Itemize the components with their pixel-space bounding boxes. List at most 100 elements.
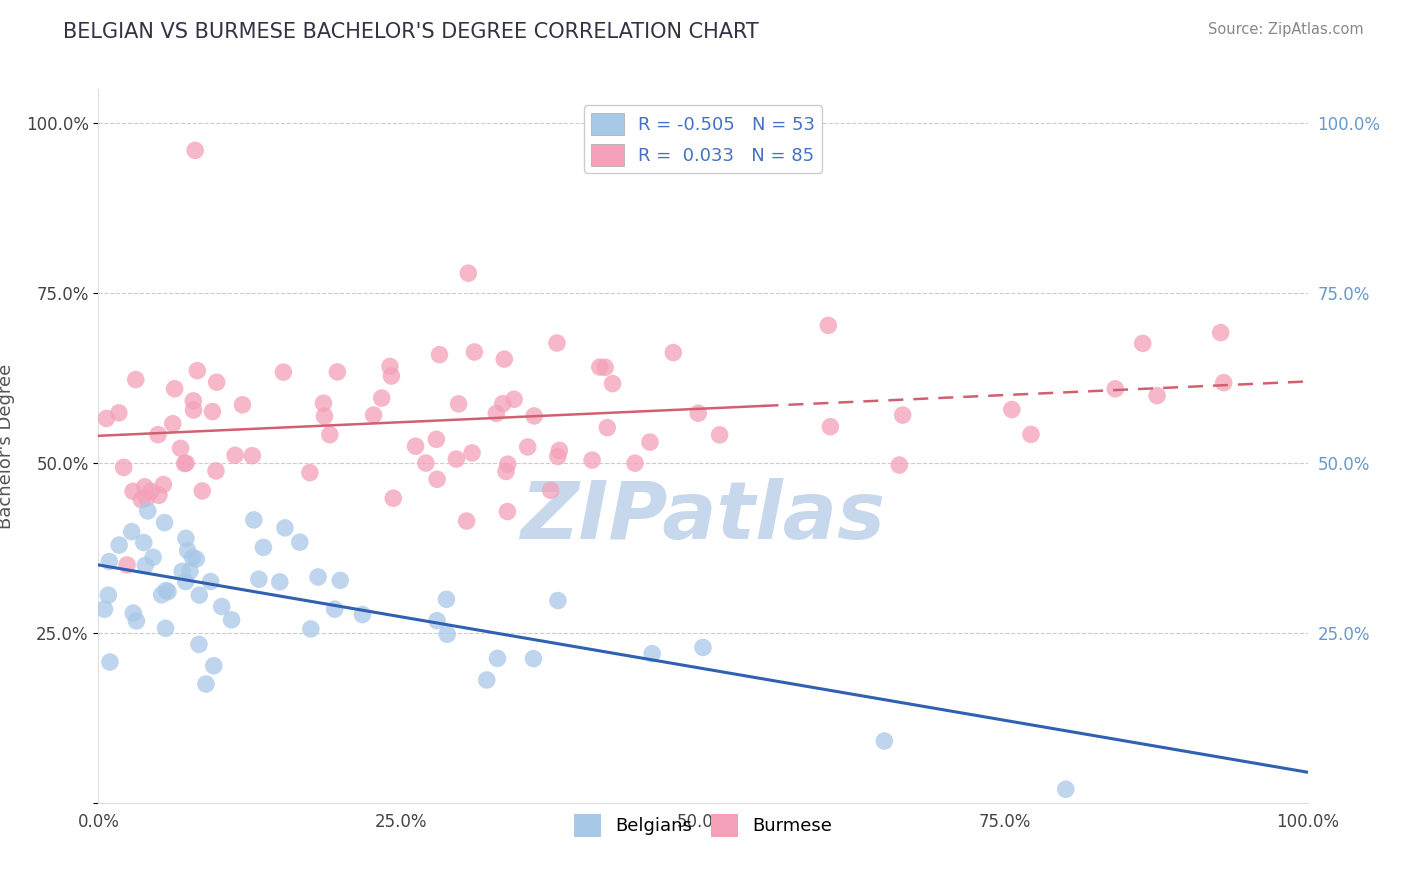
Point: [602, 376, 624, 391]
Point: [179, 564, 201, 578]
Point: [134, 480, 156, 494]
Point: [382, 491, 405, 506]
Point: [146, 427, 169, 442]
Point: [173, 457, 195, 471]
Point: [581, 453, 603, 467]
Point: [820, 419, 842, 434]
Point: [1132, 336, 1154, 351]
Point: [122, 484, 145, 499]
Point: [546, 336, 568, 351]
Point: [363, 408, 385, 422]
Point: [370, 391, 392, 405]
Point: [98, 554, 121, 568]
Point: [93, 602, 115, 616]
Point: [429, 348, 451, 362]
Point: [307, 570, 329, 584]
Point: [494, 352, 516, 367]
Point: [200, 574, 222, 589]
Point: [211, 599, 233, 614]
Point: [181, 550, 204, 565]
Point: [125, 373, 148, 387]
Point: [624, 456, 647, 470]
Point: [162, 417, 184, 431]
Point: [96, 411, 118, 425]
Point: [461, 446, 484, 460]
Text: ZIPatlas: ZIPatlas: [520, 478, 886, 557]
Point: [163, 382, 186, 396]
Point: [136, 504, 159, 518]
Point: [172, 564, 194, 578]
Point: [312, 396, 335, 410]
Point: [184, 144, 207, 158]
Point: [475, 673, 498, 687]
Point: [1054, 782, 1077, 797]
Point: [688, 406, 710, 420]
Point: [463, 345, 485, 359]
Point: [288, 535, 311, 549]
Point: [188, 637, 211, 651]
Point: [548, 443, 571, 458]
Point: [152, 477, 174, 491]
Point: [547, 450, 569, 464]
Point: [181, 393, 204, 408]
Point: [329, 574, 352, 588]
Point: [1019, 427, 1042, 442]
Point: [496, 504, 519, 518]
Point: [169, 442, 191, 456]
Point: [174, 456, 197, 470]
Point: [692, 640, 714, 655]
Point: [240, 449, 263, 463]
Point: [131, 492, 153, 507]
Point: [323, 602, 346, 616]
Point: [1212, 376, 1234, 390]
Point: [174, 574, 197, 589]
Point: [641, 647, 664, 661]
Point: [97, 588, 120, 602]
Point: [522, 651, 544, 665]
Point: [516, 440, 538, 454]
Point: [457, 266, 479, 280]
Point: [112, 460, 135, 475]
Point: [274, 521, 297, 535]
Point: [638, 435, 661, 450]
Point: [122, 606, 145, 620]
Point: [873, 734, 896, 748]
Point: [115, 558, 138, 572]
Point: [273, 365, 295, 379]
Point: [456, 514, 478, 528]
Point: [523, 409, 546, 423]
Point: [503, 392, 526, 407]
Point: [426, 614, 449, 628]
Point: [817, 318, 839, 333]
Point: [415, 456, 437, 470]
Point: [496, 457, 519, 471]
Point: [221, 613, 243, 627]
Point: [662, 345, 685, 359]
Point: [495, 465, 517, 479]
Point: [186, 552, 208, 566]
Point: [298, 466, 321, 480]
Point: [446, 452, 468, 467]
Point: [205, 376, 228, 390]
Point: [153, 516, 176, 530]
Point: [125, 614, 148, 628]
Point: [108, 406, 131, 420]
Point: [709, 428, 731, 442]
Point: [352, 607, 374, 622]
Point: [108, 538, 131, 552]
Point: [194, 677, 217, 691]
Point: [247, 572, 270, 586]
Point: [891, 408, 914, 422]
Point: [155, 583, 177, 598]
Point: [156, 584, 179, 599]
Point: [314, 409, 336, 424]
Point: [224, 448, 246, 462]
Point: [134, 558, 156, 573]
Point: [142, 550, 165, 565]
Point: [205, 464, 228, 478]
Point: [183, 403, 205, 417]
Text: Source: ZipAtlas.com: Source: ZipAtlas.com: [1208, 22, 1364, 37]
Point: [540, 483, 562, 498]
Point: [176, 543, 198, 558]
Point: [1146, 389, 1168, 403]
